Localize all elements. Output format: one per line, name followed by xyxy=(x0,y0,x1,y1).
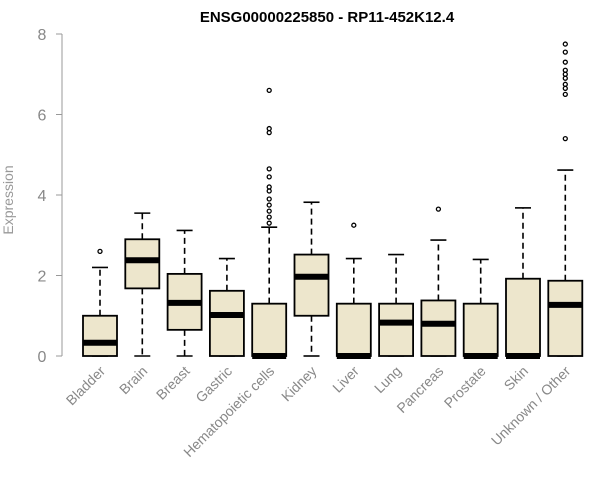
box-liver xyxy=(335,222,372,359)
box-unknown-other xyxy=(547,41,584,357)
y-tick-label: 6 xyxy=(38,108,47,125)
box-rect xyxy=(420,299,457,357)
y-axis-label: Expression xyxy=(0,165,16,234)
box-hematopoietic-cells xyxy=(251,87,288,359)
y-tick-label: 4 xyxy=(38,188,47,205)
y-tick-label: 8 xyxy=(38,27,47,44)
box-rect xyxy=(251,302,288,357)
box-lung xyxy=(378,253,415,357)
outlier-point xyxy=(562,91,568,98)
box-bladder xyxy=(82,248,118,357)
box-rect xyxy=(505,277,541,357)
outlier-point xyxy=(97,248,103,255)
box-rect xyxy=(124,238,161,290)
category-label: Skin xyxy=(501,363,532,394)
outlier-point xyxy=(435,206,442,212)
y-tick-label: 2 xyxy=(38,269,47,286)
category-label: Brain xyxy=(116,363,150,397)
category-label: Unknown / Other xyxy=(488,363,574,449)
outlier-point xyxy=(562,81,568,87)
outlier-point xyxy=(266,125,272,132)
box-brain xyxy=(124,212,161,357)
outlier-point xyxy=(266,196,272,202)
box-prostate xyxy=(462,258,499,359)
outlier-point xyxy=(266,202,272,208)
category-label: Prostate xyxy=(441,363,489,411)
box-rect xyxy=(378,302,415,357)
outlier-point xyxy=(266,184,272,190)
box-kidney xyxy=(293,201,330,357)
box-gastric xyxy=(208,257,245,357)
outlier-point xyxy=(562,135,568,142)
outlier-point xyxy=(266,87,272,93)
outlier-point xyxy=(266,208,272,214)
outlier-point xyxy=(266,220,272,226)
category-label: Bladder xyxy=(63,363,109,409)
outlier-point xyxy=(562,49,568,55)
outlier-point xyxy=(562,59,568,65)
outlier-point xyxy=(266,214,272,220)
box-rect xyxy=(293,253,330,317)
box-rect xyxy=(208,289,245,357)
outlier-point xyxy=(266,174,272,180)
category-label: Breast xyxy=(153,363,193,403)
category-label: Kidney xyxy=(278,363,320,405)
boxes-group xyxy=(82,41,584,359)
category-label: Liver xyxy=(329,363,362,396)
box-rect xyxy=(82,314,118,357)
box-breast xyxy=(166,229,203,357)
box-rect xyxy=(335,302,372,357)
outlier-point xyxy=(351,222,357,228)
outlier-point xyxy=(562,41,568,47)
outlier-point xyxy=(266,166,272,172)
box-rect xyxy=(462,302,499,357)
outlier-point xyxy=(562,67,568,73)
box-rect xyxy=(547,279,584,357)
chart-title: ENSG00000225850 - RP11-452K12.4 xyxy=(200,9,455,26)
category-label: Pancreas xyxy=(393,363,446,416)
category-label: Lung xyxy=(371,363,404,396)
y-axis: 0 2 4 6 8 xyxy=(38,27,63,366)
box-skin xyxy=(505,207,541,359)
box-pancreas xyxy=(420,206,457,357)
y-tick-label: 0 xyxy=(38,349,47,366)
